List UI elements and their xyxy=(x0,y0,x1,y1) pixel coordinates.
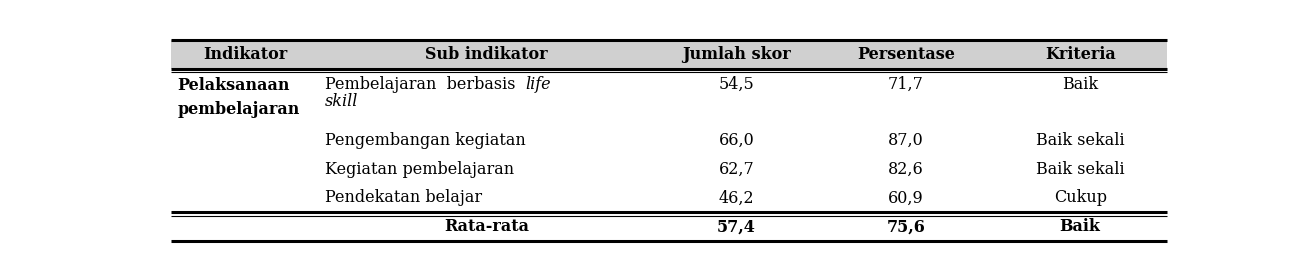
Text: 87,0: 87,0 xyxy=(888,132,923,149)
Text: 75,6: 75,6 xyxy=(887,218,926,235)
Text: Baik: Baik xyxy=(1062,76,1098,93)
Text: Baik sekali: Baik sekali xyxy=(1036,132,1124,149)
Text: 60,9: 60,9 xyxy=(888,189,923,206)
Text: Cukup: Cukup xyxy=(1054,189,1106,206)
Text: Pelaksanaan
pembelajaran: Pelaksanaan pembelajaran xyxy=(178,77,300,118)
Text: Rata-rata: Rata-rata xyxy=(444,218,529,235)
Text: Persentase: Persentase xyxy=(857,46,955,63)
Text: Baik sekali: Baik sekali xyxy=(1036,161,1124,178)
Text: 82,6: 82,6 xyxy=(888,161,923,178)
Text: life: life xyxy=(525,76,551,93)
Text: Pembelajaran  berbasis: Pembelajaran berbasis xyxy=(325,76,525,93)
Text: 66,0: 66,0 xyxy=(718,132,755,149)
Text: Sub indikator: Sub indikator xyxy=(426,46,549,63)
Text: skill: skill xyxy=(325,93,358,110)
Text: 71,7: 71,7 xyxy=(888,76,923,93)
Text: Baik: Baik xyxy=(1059,218,1101,235)
Text: Pengembangan kegiatan: Pengembangan kegiatan xyxy=(325,132,525,149)
Text: 54,5: 54,5 xyxy=(718,76,755,93)
Text: 62,7: 62,7 xyxy=(718,161,755,178)
Text: Pendekatan belajar: Pendekatan belajar xyxy=(325,189,482,206)
Text: 57,4: 57,4 xyxy=(717,218,756,235)
Text: Kegiatan pembelajaran: Kegiatan pembelajaran xyxy=(325,161,515,178)
Text: 46,2: 46,2 xyxy=(718,189,755,206)
Text: Kriteria: Kriteria xyxy=(1045,46,1115,63)
Text: Jumlah skor: Jumlah skor xyxy=(682,46,791,63)
Text: Indikator: Indikator xyxy=(202,46,287,63)
